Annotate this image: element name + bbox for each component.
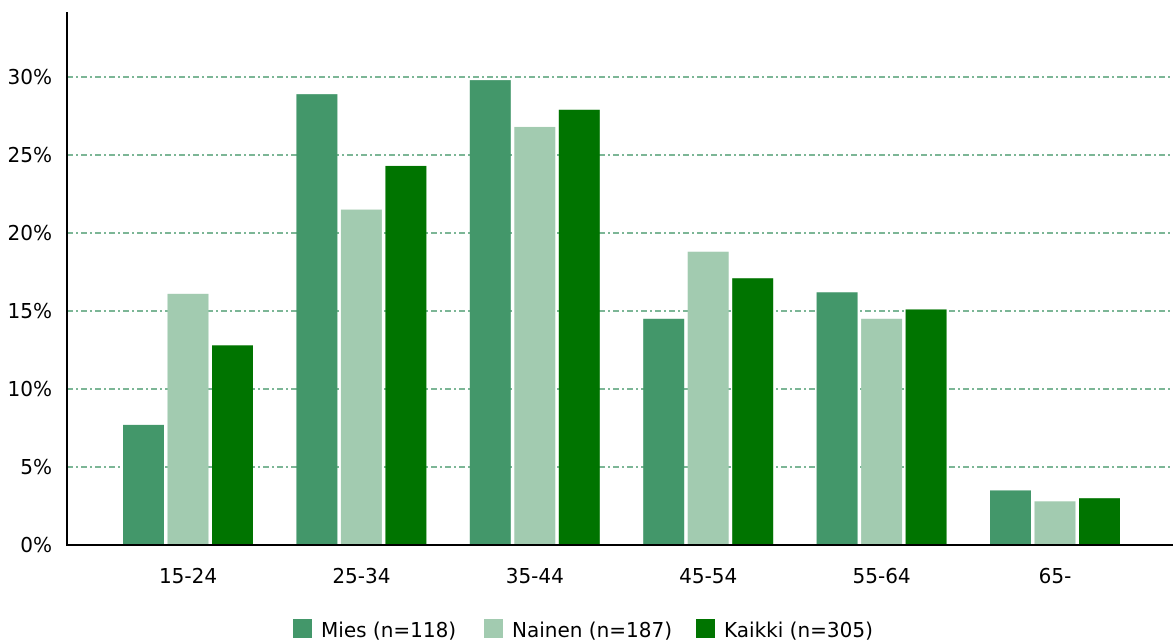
bar — [732, 278, 774, 545]
y-tick-label: 25% — [8, 143, 52, 167]
legend-label: Nainen (n=187) — [512, 618, 672, 641]
y-tick-label: 15% — [8, 299, 52, 323]
legend-label: Mies (n=118) — [321, 618, 456, 641]
bar — [990, 490, 1031, 545]
bar — [340, 209, 382, 545]
x-tick-label: 55-64 — [853, 564, 911, 588]
bar — [905, 309, 947, 545]
legend: Mies (n=118) Nainen (n=187) Kaikki (n=305) — [293, 618, 873, 641]
bar — [558, 109, 600, 545]
bar — [123, 424, 164, 545]
x-tick-labels: 15-24 25-34 35-44 45-54 55-64 65- — [159, 564, 1071, 588]
x-tick-label: 35-44 — [506, 564, 564, 588]
y-tick-label: 30% — [8, 65, 52, 89]
legend-swatch — [696, 619, 715, 638]
bar — [296, 94, 338, 545]
y-tick-label: 20% — [8, 221, 52, 245]
x-tick-label: 45-54 — [679, 564, 737, 588]
bar — [469, 80, 511, 546]
bar — [643, 318, 685, 545]
x-tick-label: 65- — [1039, 564, 1072, 588]
bar — [212, 345, 253, 545]
y-tick-label: 10% — [8, 377, 52, 401]
x-tick-label: 15-24 — [159, 564, 217, 588]
y-tick-label: 0% — [20, 533, 52, 557]
legend-swatch — [484, 619, 503, 638]
bar — [385, 165, 427, 546]
legend-label: Kaikki (n=305) — [724, 618, 873, 641]
bar — [687, 251, 729, 545]
bar — [167, 293, 209, 545]
bar — [1034, 501, 1076, 545]
bars — [123, 80, 1120, 546]
y-tick-label: 5% — [20, 455, 52, 479]
x-tick-label: 25-34 — [332, 564, 390, 588]
bar — [1079, 498, 1120, 545]
bar — [816, 292, 858, 545]
bar — [861, 318, 903, 545]
axes — [66, 12, 1173, 546]
legend-swatch — [293, 619, 312, 638]
y-tick-labels: 0% 5% 10% 15% 20% 25% 30% — [8, 65, 52, 557]
bar — [514, 126, 556, 546]
